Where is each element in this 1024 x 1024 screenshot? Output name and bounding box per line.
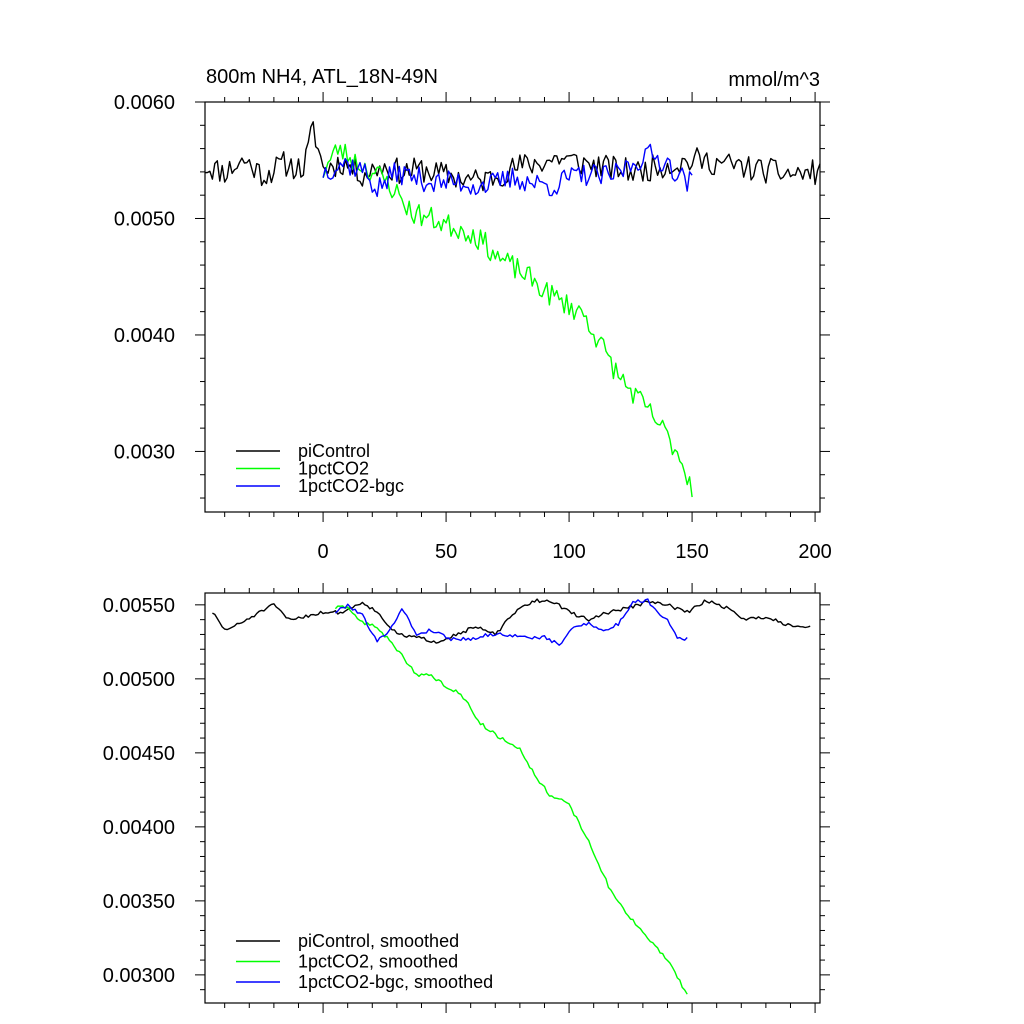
bottom-ticks: 0.00300 0.00350 0.00400 0.00450 0.00500 0.005… [103,583,830,1013]
bottom-series [212,598,811,995]
bottom-y-tick-label: 0.00550 [103,595,175,617]
top-y-tick-label: 0.0030 [114,441,175,463]
bottom-series-line-1pctco2-bgc-smoothed [334,598,688,646]
bottom-y-tick-label: 0.00300 [103,965,175,987]
top-legend-label: 1pctCO2 [298,459,369,479]
top-y-tick-label: 0.0060 [114,92,175,114]
bottom-plot-frame [204,592,821,1004]
bottom-y-tick-label: 0.00400 [103,817,175,839]
top-legend-label: piControl [298,441,370,461]
top-panel-title: 800m NH4, ATL_18N-49N [206,66,438,88]
top-y-tick-label: 0.0050 [114,208,175,230]
bottom-series-line-1pctco2-smoothed [334,605,688,995]
top-x-tick-label: 0 [318,541,329,563]
bottom-y-tick-label: 0.00350 [103,891,175,913]
top-x-tick-label: 150 [675,541,708,563]
top-series-line-picontrol [204,121,821,192]
top-ticks: 0 50 100 150 200 0.0030 0.0040 0.0050 0.0060 [114,92,832,563]
bottom-panel: 0.00300 0.00350 0.00400 0.00450 0.00500 0.005… [103,583,830,1013]
top-x-tick-label: 200 [798,541,831,563]
top-legend-label: 1pctCO2-bgc [298,476,404,496]
bottom-legend-label: 1pctCO2, smoothed [298,952,458,972]
bottom-y-tick-label: 0.00500 [103,669,175,691]
bottom-legend-label: piControl, smoothed [298,931,459,951]
bottom-series-line-picontrol-smoothed [212,598,811,644]
top-panel-units: mmol/m^3 [728,69,820,91]
top-series-line-1pctco2-bgc [322,143,693,198]
top-plot-frame [204,101,821,513]
bottom-legend-label: 1pctCO2-bgc, smoothed [298,972,493,992]
bottom-y-tick-label: 0.00450 [103,743,175,765]
top-series [204,121,821,498]
top-panel: 800m NH4, ATL_18N-49N mmol/m^3 0 50 100 150… [114,66,832,563]
top-x-tick-label: 100 [552,541,585,563]
top-x-tick-label: 50 [435,541,457,563]
top-y-tick-label: 0.0040 [114,325,175,347]
